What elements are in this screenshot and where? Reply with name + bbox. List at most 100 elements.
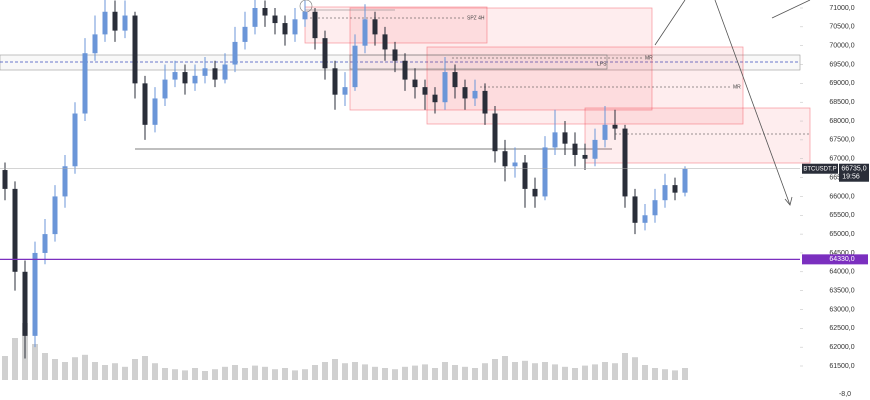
candle-body bbox=[2, 170, 8, 189]
candle-body bbox=[422, 87, 428, 95]
candle-body bbox=[212, 68, 218, 80]
candle-body bbox=[642, 215, 648, 223]
y-tick-label: 70000,0 bbox=[829, 43, 854, 50]
volume-bar bbox=[582, 365, 588, 380]
volume-bar bbox=[322, 362, 328, 380]
candle-body bbox=[62, 166, 68, 197]
candle-body bbox=[682, 168, 688, 193]
candle-body bbox=[282, 23, 288, 35]
volume-bar bbox=[222, 366, 228, 380]
candle-body bbox=[532, 188, 538, 197]
candle-body bbox=[222, 64, 228, 80]
volume-bar bbox=[72, 357, 78, 380]
candle-body bbox=[522, 162, 528, 189]
volume-bar bbox=[512, 362, 518, 380]
candle-body bbox=[52, 196, 58, 235]
volume-bar bbox=[472, 368, 478, 380]
candle-body bbox=[92, 34, 98, 54]
candle-body bbox=[152, 98, 158, 125]
volume-bar bbox=[242, 368, 248, 380]
annotation: LPS bbox=[597, 61, 607, 67]
y-tick-label: 69000,0 bbox=[829, 80, 854, 87]
candle-body bbox=[242, 26, 248, 42]
volume-bar bbox=[492, 359, 498, 380]
level-label: 64330,0 bbox=[829, 256, 854, 263]
volume-bar bbox=[642, 365, 648, 380]
zone bbox=[304, 6, 488, 44]
volume-bar bbox=[42, 353, 48, 380]
volume-bar bbox=[392, 369, 398, 380]
countdown: 19:56 bbox=[842, 174, 860, 181]
annotation: MR bbox=[733, 84, 741, 90]
volume-bar bbox=[502, 356, 508, 380]
annotation: SPZ 4H bbox=[467, 15, 485, 21]
candle-body bbox=[292, 19, 298, 35]
volume-bar bbox=[432, 368, 438, 380]
arrow-line bbox=[654, 0, 686, 46]
candle-body bbox=[312, 11, 318, 39]
volume-bar bbox=[12, 338, 18, 380]
volume-bar bbox=[302, 369, 308, 380]
volume-bar bbox=[202, 371, 208, 380]
volume-bar bbox=[92, 362, 98, 380]
candle-body bbox=[632, 196, 638, 223]
candle-body bbox=[112, 11, 118, 31]
volume-bar bbox=[412, 365, 418, 380]
candle-body bbox=[172, 72, 178, 80]
candle-body bbox=[472, 90, 478, 99]
candle-body bbox=[162, 79, 168, 99]
y-tick-label: 63000,0 bbox=[829, 306, 854, 313]
y-tick-label: 69500,0 bbox=[829, 61, 854, 68]
candle-body bbox=[252, 8, 258, 27]
candle-body bbox=[342, 87, 348, 95]
volume-bar bbox=[152, 363, 158, 380]
volume-bar bbox=[332, 359, 338, 380]
volume-bar bbox=[422, 364, 428, 380]
y-tick-label: 65000,0 bbox=[829, 231, 854, 238]
zone bbox=[349, 7, 653, 111]
volume-bar bbox=[102, 365, 108, 380]
annotation: MR bbox=[645, 55, 653, 61]
volume-bar bbox=[362, 364, 368, 380]
volume-bar bbox=[592, 364, 598, 380]
candle-body bbox=[402, 60, 408, 80]
y-tick-label: 65500,0 bbox=[829, 212, 854, 219]
candle-body bbox=[662, 185, 668, 201]
volume-bar bbox=[142, 356, 148, 380]
candle-body bbox=[82, 53, 88, 114]
volume-bar bbox=[352, 362, 358, 380]
volume-bar bbox=[572, 368, 578, 380]
drawings: SPZ 4H LPS MR MR bbox=[0, 0, 811, 206]
volume-bar bbox=[62, 362, 68, 380]
candle-body bbox=[512, 162, 518, 167]
volume-bar bbox=[522, 360, 528, 380]
volume-bar bbox=[602, 362, 608, 380]
lps-box bbox=[349, 54, 608, 70]
candle-body bbox=[542, 147, 548, 197]
volume-bar bbox=[182, 370, 188, 380]
volume-bar bbox=[272, 369, 278, 380]
volume-bar bbox=[542, 362, 548, 380]
candle-body bbox=[562, 132, 568, 144]
candle-body bbox=[432, 94, 438, 103]
volume-bar bbox=[252, 365, 258, 380]
volume-bar bbox=[282, 368, 288, 380]
y-tick-label: 68500,0 bbox=[829, 99, 854, 106]
candle-body bbox=[272, 15, 278, 24]
y-tick-label: 63500,0 bbox=[829, 287, 854, 294]
candle-body bbox=[202, 68, 208, 76]
volume-bar bbox=[552, 364, 558, 380]
volume-bar bbox=[292, 370, 298, 380]
candle-body bbox=[122, 15, 128, 31]
candle-body bbox=[232, 41, 238, 65]
volume-bar bbox=[172, 369, 178, 380]
y-tick-label: 68000,0 bbox=[829, 118, 854, 125]
volume-bar bbox=[682, 368, 688, 380]
arrow-line bbox=[771, 0, 811, 19]
candle-body bbox=[352, 45, 358, 88]
candle-body bbox=[482, 90, 488, 114]
candle-body bbox=[462, 87, 468, 99]
candle-body bbox=[572, 143, 578, 155]
candle-body bbox=[132, 15, 138, 84]
volume-bar bbox=[192, 368, 198, 380]
